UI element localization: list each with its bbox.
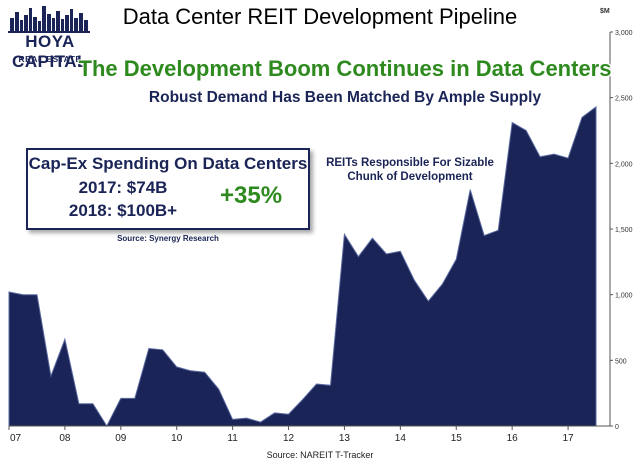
reit-annotation-line-2: Chunk of Development bbox=[347, 171, 473, 183]
capex-growth: +35% bbox=[220, 182, 283, 209]
capex-source: Source: Synergy Research bbox=[117, 234, 219, 243]
logo-title: HOYA CAPITAL bbox=[12, 32, 88, 71]
x-tick-label: 07 bbox=[10, 433, 22, 444]
x-tick-label: 09 bbox=[115, 433, 127, 444]
x-tick-label: 15 bbox=[451, 433, 463, 444]
y-unit-label: $M bbox=[600, 8, 610, 15]
skyline-icon bbox=[8, 6, 90, 33]
y-tick-label: 2,000 bbox=[615, 161, 633, 168]
reit-annotation: REITs Responsible For Sizable Chunk of D… bbox=[310, 156, 510, 184]
x-tick-label: 16 bbox=[507, 433, 519, 444]
subheadline: Robust Demand Has Been Matched By Ample … bbox=[148, 89, 542, 106]
y-tick-label: 1,500 bbox=[615, 227, 633, 234]
capex-2017: 2017: $74B bbox=[78, 178, 168, 197]
headline: The Development Boom Continues in Data C… bbox=[78, 56, 612, 81]
x-tick-label: 14 bbox=[395, 433, 407, 444]
area-layer bbox=[8, 105, 597, 428]
capex-title: Cap-Ex Spending On Data Centers bbox=[28, 154, 308, 173]
capex-2018: 2018: $100B+ bbox=[68, 201, 178, 220]
chart-title: Data Center REIT Development Pipeline bbox=[122, 4, 518, 29]
series-area-development-pipeline bbox=[8, 105, 597, 428]
y-ticks: 0 500 1,000 1,500 2,000 2,500 3,000 bbox=[610, 30, 633, 431]
y-tick-label: 2,500 bbox=[615, 96, 633, 103]
x-tick-label: 17 bbox=[563, 433, 575, 444]
capex-callout-box: Cap-Ex Spending On Data Centers 2017: $7… bbox=[26, 148, 310, 230]
x-ticks: 07 08 09 10 11 12 13 14 15 16 17 bbox=[8, 426, 575, 444]
y-tick-label: 0 bbox=[615, 424, 619, 431]
x-tick-label: 08 bbox=[59, 433, 71, 444]
x-tick-label: 12 bbox=[283, 433, 295, 444]
x-tick-label: 10 bbox=[171, 433, 183, 444]
reit-annotation-line-1: REITs Responsible For Sizable bbox=[326, 157, 494, 169]
y-tick-label: 3,000 bbox=[615, 30, 633, 37]
x-tick-label: 11 bbox=[227, 433, 238, 444]
x-tick-label: 13 bbox=[339, 433, 351, 444]
data-source: Source: NAREIT T-Tracker bbox=[266, 450, 374, 460]
logo: HOYA CAPITAL REAL ESTATE bbox=[4, 4, 96, 71]
y-tick-label: 500 bbox=[615, 358, 627, 365]
logo-subtitle: REAL ESTATE bbox=[18, 54, 82, 64]
y-tick-label: 1,000 bbox=[615, 293, 633, 300]
